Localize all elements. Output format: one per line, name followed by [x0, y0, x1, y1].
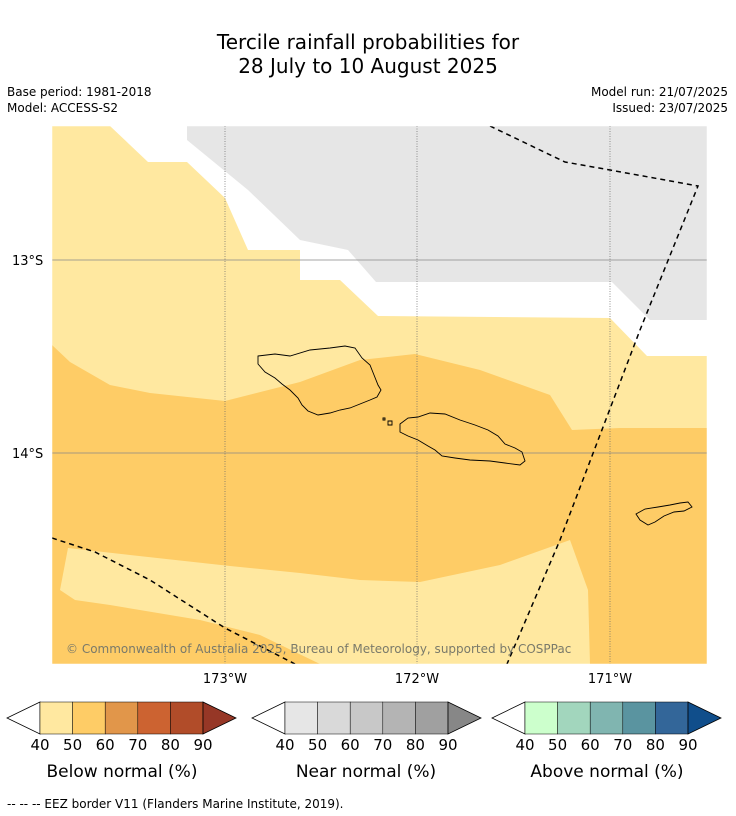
meta-right: Model run: 21/07/2025 Issued: 23/07/2025 — [591, 84, 728, 116]
legend-below-swatch — [137, 701, 171, 735]
meta-left: Base period: 1981-2018 Model: ACCESS-S2 — [7, 84, 152, 116]
legend-near-tick: 40 — [275, 736, 294, 754]
legend-title-near: Near normal (%) — [295, 762, 437, 782]
legend-below-arrow-high — [202, 701, 237, 735]
lat-label-14s: 14°S — [12, 447, 43, 462]
legend-above-tick: 40 — [515, 736, 534, 754]
legend-above-swatch — [524, 701, 558, 735]
legend-above-swatch — [589, 701, 624, 735]
legend-below-tick: 80 — [161, 736, 180, 754]
near-normal-region — [187, 126, 707, 320]
legend-above-tick: 60 — [581, 736, 600, 754]
legend-below-tick: 50 — [63, 736, 82, 754]
savaii-island — [257, 345, 382, 416]
legend-near-swatch — [349, 701, 384, 735]
lon-label-173w: 173°W — [203, 672, 247, 687]
legend-below-tick: 90 — [193, 736, 212, 754]
issued-date: Issued: 23/07/2025 — [612, 101, 728, 115]
legend-near-tick: 90 — [438, 736, 457, 754]
below-normal-50-60-region — [52, 345, 707, 664]
title-line-1: Tercile rainfall probabilities for — [216, 30, 520, 54]
legend-title-below: Below normal (%) — [46, 762, 198, 782]
legend-near-swatch — [382, 701, 416, 735]
legend-near-arrow-high — [447, 701, 482, 735]
legends: 40 50 60 70 80 90 40 50 60 70 80 90 40 50 60 70 80 90 — [6, 701, 722, 754]
manono-island — [382, 417, 393, 426]
legend-above-arrow-low — [491, 701, 526, 735]
legend-above-tick: 80 — [646, 736, 665, 754]
legend-near-tick: 50 — [308, 736, 327, 754]
legend-above-swatch — [655, 701, 689, 735]
legend-below-swatch — [39, 701, 73, 735]
copyright-notice: © Commonwealth of Australia 2025, Bureau… — [66, 642, 571, 656]
legend-below-tick: 40 — [30, 736, 49, 754]
legend-below-swatch — [104, 701, 139, 735]
upolu-island — [399, 412, 526, 466]
map-title: Tercile rainfall probabilities for 28 Ju… — [0, 30, 736, 78]
legend-below-swatch — [72, 701, 106, 735]
legend-near-tick: 60 — [341, 736, 360, 754]
lon-label-172w: 172°W — [395, 672, 439, 687]
legend-near-swatch — [317, 701, 351, 735]
legend-below-tick: 70 — [128, 736, 147, 754]
legend-near-tick: 80 — [406, 736, 425, 754]
base-period: Base period: 1981-2018 — [7, 85, 152, 99]
legend-near-tick: 70 — [373, 736, 392, 754]
map-area — [52, 126, 707, 664]
eez-border-north — [489, 126, 700, 664]
legend-near-arrow-low — [251, 701, 286, 735]
legend-above-swatch — [622, 701, 656, 735]
title-line-2: 28 July to 10 August 2025 — [238, 54, 498, 78]
eez-border-southwest — [52, 537, 296, 664]
model-name: Model: ACCESS-S2 — [7, 101, 119, 115]
legend-above-tick: 90 — [678, 736, 697, 754]
legend-above-tick: 70 — [613, 736, 632, 754]
legend-above-tick: 50 — [548, 736, 567, 754]
lon-label-171w: 171°W — [588, 672, 632, 687]
map-frame — [51, 125, 708, 665]
eez-footnote: -- -- -- EEZ border V11 (Flanders Marine… — [7, 797, 344, 811]
legend-title-above: Above normal (%) — [530, 762, 684, 782]
legend-near-swatch — [415, 701, 449, 735]
model-run: Model run: 21/07/2025 — [590, 85, 728, 99]
legend-below-arrow-low — [6, 701, 41, 735]
legend-above-arrow-high — [687, 701, 722, 735]
legend-below-swatch — [170, 701, 204, 735]
legend-near-swatch — [284, 701, 318, 735]
lat-label-13s: 13°S — [12, 254, 43, 269]
tutuila-island — [635, 501, 693, 526]
legend-above-swatch — [557, 701, 591, 735]
legend-below-tick: 60 — [96, 736, 115, 754]
